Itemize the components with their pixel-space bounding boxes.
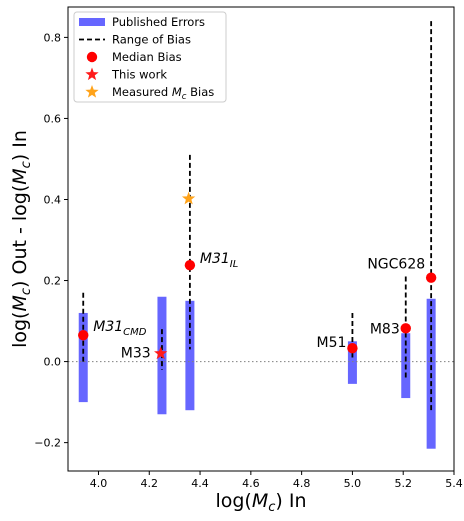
y-tick-label: 0.0 xyxy=(44,356,62,369)
legend-label-text: Measured xyxy=(112,85,172,99)
label-text: log( xyxy=(215,490,251,512)
label-text: ) In xyxy=(9,130,31,161)
point-annotation: M31IL xyxy=(200,251,238,270)
x-tick-label: 4.6 xyxy=(242,477,260,490)
label-subscript: c xyxy=(268,500,275,515)
median-bias-point xyxy=(425,272,437,283)
label-text: ) Out - log( xyxy=(9,185,31,288)
annotation-label: M31 xyxy=(200,251,230,267)
x-tick-label: 4.8 xyxy=(293,477,311,490)
legend-label: Published Errors xyxy=(112,15,205,29)
point-annotation: M83 xyxy=(370,321,400,337)
x-tick-label: 5.0 xyxy=(344,477,362,490)
this-work-star xyxy=(154,346,168,360)
y-tick-label: −0.2 xyxy=(34,437,61,450)
point-annotation: M31CMD xyxy=(93,319,147,338)
label-subscript: c xyxy=(19,161,34,168)
legend-label-symbol: M xyxy=(172,85,182,99)
point-annotation: M51 xyxy=(317,335,347,351)
label-symbol: M xyxy=(9,168,31,184)
y-tick-label: 0.8 xyxy=(44,31,62,44)
point-annotation: NGC628 xyxy=(367,257,425,273)
axes-layer: 4.0 4.2 4.4 4.6 4.8 5.0 5.2 5.4 −0.2 0.0 0.2 0.4 0.6… xyxy=(9,6,463,515)
measured-bias-star xyxy=(181,191,196,205)
legend-handle-this-work xyxy=(85,67,99,81)
legend-handle-measured-bias xyxy=(85,85,99,98)
label-text: log( xyxy=(9,312,31,348)
legend-handle-median xyxy=(86,51,98,63)
y-tick-label: 0.6 xyxy=(44,112,62,125)
published-error-bar xyxy=(185,300,195,411)
legend: Published Errors Range of Bias Median Bias… xyxy=(73,11,227,103)
x-tick-label: 4.2 xyxy=(141,477,159,490)
legend-label: Measured Mc Bias xyxy=(112,85,214,102)
median-bias-point xyxy=(78,330,89,341)
legend-label: Median Bias xyxy=(112,50,182,64)
legend-handle-published-errors xyxy=(79,18,105,26)
label-text: ) In xyxy=(275,490,306,512)
annotation-label: M33 xyxy=(121,345,151,361)
x-tick-label: 5.4 xyxy=(445,477,463,490)
label-symbol: M xyxy=(252,490,268,512)
x-tick-label: 4.0 xyxy=(90,477,108,490)
published-error-bar xyxy=(347,341,357,384)
label-subscript: c xyxy=(19,288,34,295)
y-tick-label: 0.2 xyxy=(44,275,62,288)
legend-label: This work xyxy=(111,68,167,82)
legend-box xyxy=(73,11,227,103)
x-axis-label: log(Mc) In xyxy=(215,490,306,515)
y-tick-label: 0.4 xyxy=(44,193,62,206)
label-symbol: M xyxy=(9,295,31,311)
median-bias-point xyxy=(347,343,358,354)
x-tick-label: 4.4 xyxy=(191,477,209,490)
legend-label-text: Bias xyxy=(186,85,214,99)
y-axis-label: log(Mc) Out - log(Mc) In xyxy=(9,130,34,348)
x-tick-label: 5.2 xyxy=(394,477,412,490)
annotation-label: M83 xyxy=(370,321,400,337)
plot-frame xyxy=(67,6,455,472)
legend-label-subscript: c xyxy=(182,92,187,102)
legend-label: Range of Bias xyxy=(112,33,191,47)
median-bias-point xyxy=(184,259,196,271)
annotation-label: NGC628 xyxy=(367,257,425,273)
point-annotation: M33 xyxy=(121,345,151,361)
annotation-label: M51 xyxy=(317,335,347,351)
points-layer xyxy=(78,191,437,360)
annotation-subscript: IL xyxy=(230,259,239,270)
annotation-subscript: CMD xyxy=(123,327,147,338)
annotation-label: M31 xyxy=(93,319,123,335)
median-bias-point xyxy=(400,323,411,334)
